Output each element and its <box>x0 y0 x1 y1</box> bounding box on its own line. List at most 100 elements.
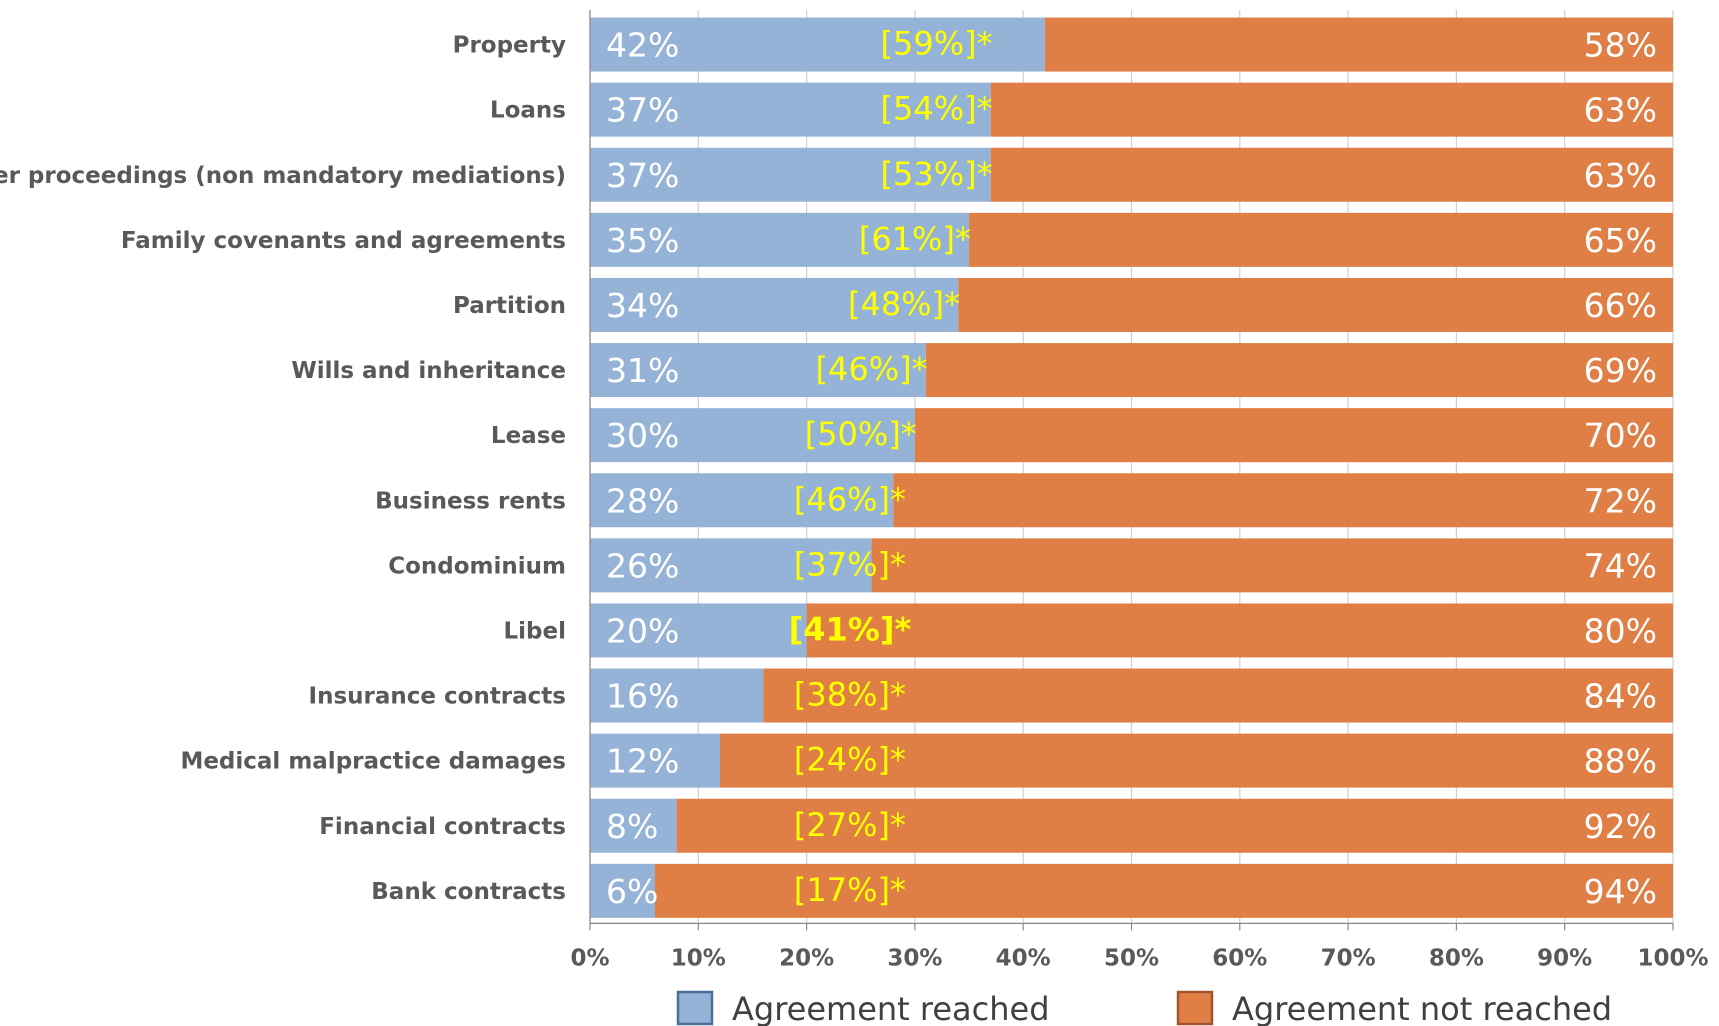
x-tick-label: 60% <box>1212 945 1267 971</box>
x-tick-label: 40% <box>996 945 1051 971</box>
annotation-label: [37%]* <box>794 545 906 583</box>
annotation-label: [24%]* <box>794 741 906 779</box>
annotation-label: [61%]* <box>859 220 971 258</box>
annotation-label: [53%]* <box>881 155 993 193</box>
category-label: Lease <box>491 423 566 449</box>
bar-agreement-reached <box>590 17 1045 72</box>
data-label-agreement-not-reached: 69% <box>1584 351 1657 390</box>
data-label-agreement-reached: 30% <box>606 416 679 455</box>
x-tick-label: 50% <box>1104 945 1159 971</box>
bar-agreement-not-reached <box>676 798 1673 853</box>
bar-agreement-reached <box>590 798 677 853</box>
bar-agreement-not-reached <box>1044 17 1673 72</box>
data-label-agreement-not-reached: 58% <box>1584 26 1657 65</box>
bar-agreement-reached <box>590 668 764 723</box>
bars: 42% 58% [59%]* 37% 63% [54%]* 37% 63% [53%]* 35% 6… <box>590 17 1673 918</box>
data-label-agreement-reached: 12% <box>606 742 679 781</box>
annotation-label: [27%]* <box>794 806 906 844</box>
data-label-agreement-reached: 42% <box>606 26 679 65</box>
x-tick-label: 10% <box>671 945 726 971</box>
data-label-agreement-not-reached: 74% <box>1584 546 1657 585</box>
data-label-agreement-reached: 6% <box>606 872 658 911</box>
x-tick-label: 100% <box>1637 945 1708 971</box>
legend-label-agreement-reached: Agreement reached <box>732 990 1050 1026</box>
annotation-label: [17%]* <box>794 871 906 909</box>
x-tick-label: 20% <box>779 945 834 971</box>
data-label-agreement-not-reached: 80% <box>1584 611 1657 650</box>
x-tick-label: 70% <box>1321 945 1376 971</box>
annotation-label: [46%]* <box>816 350 928 388</box>
bar-agreement-not-reached <box>914 408 1673 463</box>
category-label: Financial contracts <box>319 814 566 840</box>
x-tick-label: 90% <box>1537 945 1592 971</box>
bar-agreement-not-reached <box>969 212 1673 267</box>
bar-agreement-reached <box>590 147 991 202</box>
data-label-agreement-reached: 37% <box>606 156 679 195</box>
category-label: Medical malpractice damages <box>180 749 566 775</box>
category-label: Condominium <box>388 553 566 579</box>
bar-agreement-reached <box>590 277 959 332</box>
bar-agreement-not-reached <box>990 82 1673 137</box>
legend-swatch-agreement-not-reached <box>1176 990 1214 1026</box>
data-label-agreement-reached: 31% <box>606 351 679 390</box>
bar-agreement-not-reached <box>719 733 1673 788</box>
data-label-agreement-not-reached: 63% <box>1584 156 1657 195</box>
category-label: Partition <box>453 293 566 319</box>
data-label-agreement-not-reached: 88% <box>1584 742 1657 781</box>
x-tick-label: 80% <box>1429 945 1484 971</box>
bar-agreement-not-reached <box>893 473 1673 528</box>
bar-agreement-not-reached <box>871 538 1673 593</box>
data-label-agreement-not-reached: 63% <box>1584 91 1657 130</box>
bar-agreement-not-reached <box>654 863 1673 918</box>
data-label-agreement-reached: 35% <box>606 221 679 260</box>
bar-agreement-reached <box>590 343 926 398</box>
bar-agreement-not-reached <box>990 147 1673 202</box>
category-label: Wills and inheritance <box>291 358 566 384</box>
data-label-agreement-reached: 20% <box>606 611 679 650</box>
data-label-agreement-not-reached: 84% <box>1584 677 1657 716</box>
bar-agreement-not-reached <box>806 603 1673 658</box>
category-labels: Property Loans Other proceedings (non mand… <box>0 33 566 905</box>
bar-agreement-reached <box>590 82 991 137</box>
data-label-agreement-reached: 26% <box>606 546 679 585</box>
bar-agreement-reached <box>590 603 807 658</box>
data-label-agreement-not-reached: 66% <box>1584 286 1657 325</box>
category-label: Business rents <box>375 488 566 514</box>
bar-agreement-reached <box>590 863 655 918</box>
category-label: Libel <box>504 618 567 644</box>
bar-agreement-reached <box>590 408 915 463</box>
data-label-agreement-reached: 8% <box>606 807 658 846</box>
data-label-agreement-not-reached: 92% <box>1584 807 1657 846</box>
data-label-agreement-reached: 34% <box>606 286 679 325</box>
x-tick-label: 30% <box>887 945 942 971</box>
category-label: Bank contracts <box>371 879 566 905</box>
bar-agreement-not-reached <box>925 343 1673 398</box>
bar-agreement-reached <box>590 473 894 528</box>
bar-agreement-not-reached <box>763 668 1673 723</box>
bar-agreement-reached <box>590 538 872 593</box>
bar-agreement-not-reached <box>958 277 1673 332</box>
category-label: Property <box>453 33 566 59</box>
data-label-agreement-not-reached: 70% <box>1584 416 1657 455</box>
category-label: Other proceedings (non mandatory mediati… <box>0 163 566 189</box>
bar-agreement-reached <box>590 733 720 788</box>
annotation-label: [38%]* <box>794 676 906 714</box>
bar-agreement-reached <box>590 212 970 267</box>
data-label-agreement-reached: 16% <box>606 677 679 716</box>
data-label-agreement-not-reached: 72% <box>1584 481 1657 520</box>
annotation-label: [59%]* <box>881 25 993 63</box>
category-label: Loans <box>490 98 566 124</box>
legend: Agreement reached Agreement not reached <box>676 990 1612 1026</box>
category-label: Insurance contracts <box>309 684 566 710</box>
x-axis: 0% 10% 20% 30% 40% 50% 60% 70% 80% 90% 100% <box>570 10 1709 971</box>
annotation-label: [50%]* <box>805 415 917 453</box>
annotation-label: [41%]* <box>789 610 912 648</box>
legend-label-agreement-not-reached: Agreement not reached <box>1232 990 1612 1026</box>
legend-swatch-agreement-reached <box>676 990 714 1026</box>
data-label-agreement-not-reached: 94% <box>1584 872 1657 911</box>
data-label-agreement-reached: 28% <box>606 481 679 520</box>
annotation-label: [46%]* <box>794 480 906 518</box>
x-tick-label: 0% <box>570 945 609 971</box>
data-label-agreement-not-reached: 65% <box>1584 221 1657 260</box>
